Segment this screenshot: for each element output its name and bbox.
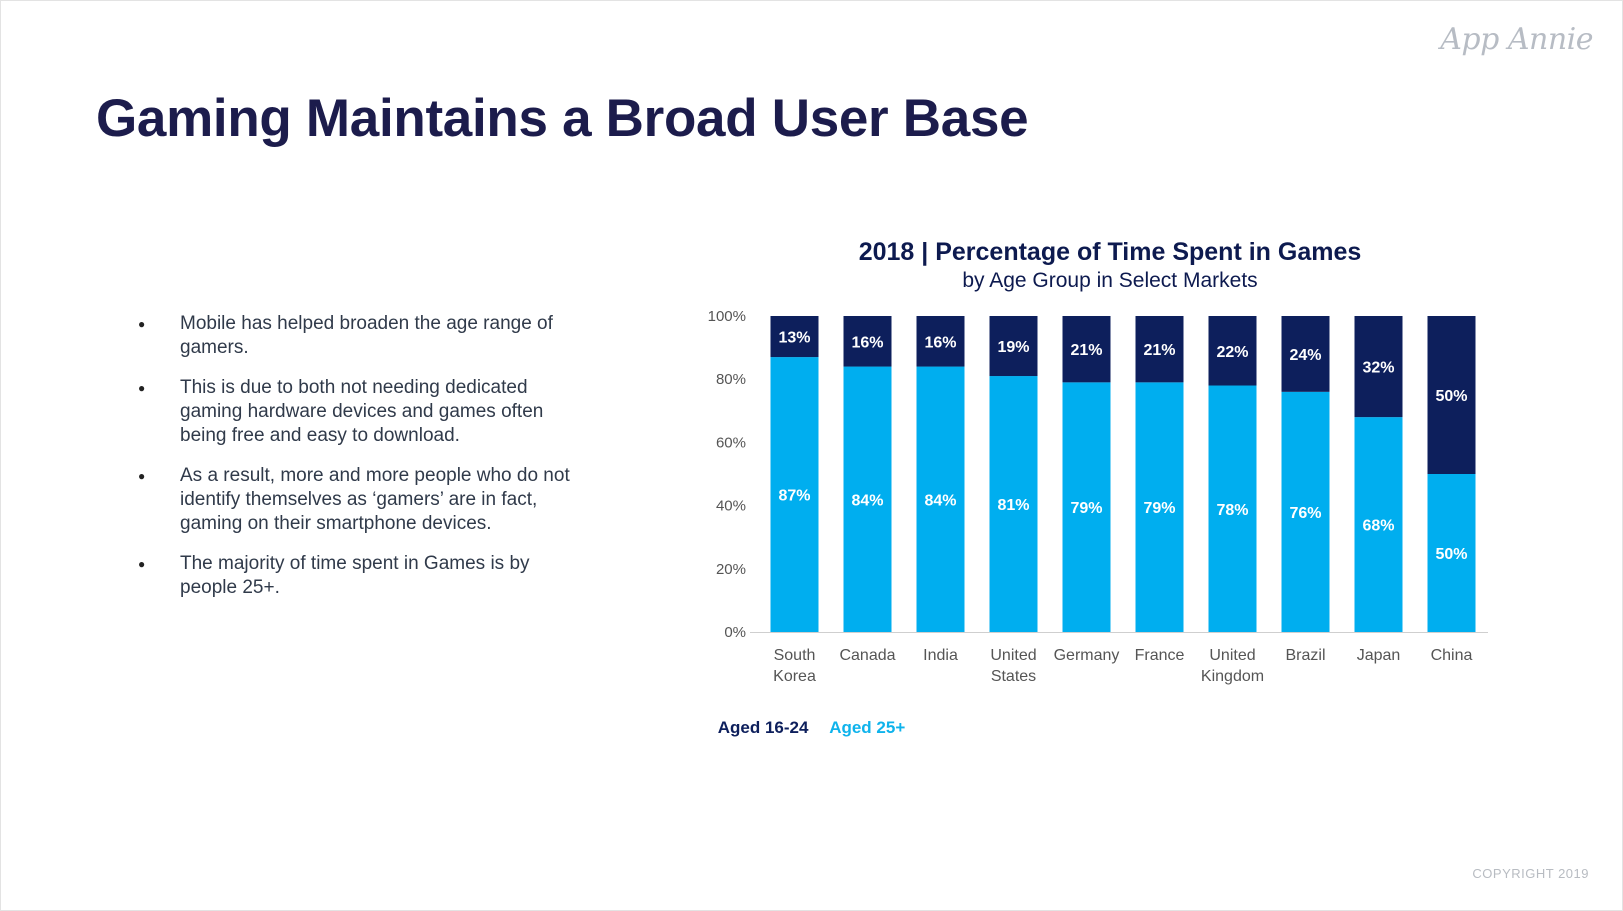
bar-aged-25-plus [1135, 382, 1184, 632]
bullet-item: Mobile has helped broaden the age range … [138, 312, 578, 360]
x-tick-label: China [1431, 647, 1473, 664]
bar-aged-25-plus [770, 357, 819, 632]
legend-entry-aged-25-plus: Aged 25+ [829, 718, 906, 737]
x-tick-label: Brazil [1285, 647, 1325, 664]
data-label-aged-16-24: 13% [778, 330, 810, 347]
bar-aged-25-plus [1281, 391, 1330, 632]
data-label-aged-16-24: 16% [851, 334, 883, 351]
bar-aged-25-plus [1427, 474, 1476, 632]
x-tick-label: France [1135, 647, 1185, 664]
bar-aged-16-24 [1354, 316, 1403, 418]
data-label-aged-25-plus: 79% [1143, 500, 1175, 517]
bullet-list: Mobile has helped broaden the age range … [138, 312, 578, 616]
data-label-aged-25-plus: 79% [1070, 500, 1102, 517]
chart-title: 2018 | Percentage of Time Spent in Games [858, 238, 1362, 266]
bar-aged-16-24 [1062, 316, 1111, 383]
slide-title: Gaming Maintains a Broad User Base [96, 89, 1029, 148]
x-tick-label: Germany [1054, 647, 1120, 664]
bullet-item: As a result, more and more people who do… [138, 464, 578, 536]
bar-aged-16-24 [989, 316, 1038, 377]
data-label-aged-16-24: 21% [1143, 342, 1175, 359]
bar-aged-16-24 [1135, 316, 1184, 383]
bar-aged-16-24 [916, 316, 965, 367]
bar-aged-16-24 [1427, 316, 1476, 474]
data-label-aged-16-24: 22% [1216, 344, 1248, 361]
data-label-aged-16-24: 16% [924, 334, 956, 351]
data-label-aged-25-plus: 50% [1435, 546, 1467, 563]
bar-aged-25-plus [916, 366, 965, 632]
y-tick-label: 100% [708, 308, 746, 325]
data-label-aged-25-plus: 78% [1216, 502, 1248, 519]
bar-aged-25-plus [1208, 385, 1257, 632]
chart-subtitle: by Age Group in Select Markets [962, 269, 1258, 292]
data-label-aged-25-plus: 84% [924, 492, 956, 509]
bar-aged-16-24 [843, 316, 892, 367]
data-label-aged-25-plus: 76% [1289, 505, 1321, 522]
y-tick-label: 60% [716, 434, 746, 451]
bar-aged-16-24 [770, 316, 819, 358]
x-tick-label: Japan [1357, 647, 1401, 664]
bar-aged-25-plus [1354, 417, 1403, 632]
bar-aged-25-plus [843, 366, 892, 632]
bar-aged-25-plus [989, 376, 1038, 632]
bar-aged-16-24 [1281, 316, 1330, 392]
y-tick-label: 20% [716, 561, 746, 578]
data-label-aged-25-plus: 68% [1362, 518, 1394, 535]
y-tick-label: 0% [724, 624, 746, 641]
bullet-item: This is due to both not needing dedicate… [138, 376, 578, 448]
copyright-notice: COPYRIGHT 2019 [1472, 866, 1589, 881]
data-label-aged-25-plus: 84% [851, 492, 883, 509]
data-label-aged-16-24: 19% [997, 339, 1029, 356]
chart-legend: Aged 16-24 Aged 25+ [0, 718, 1623, 738]
x-tick-label: South Korea [773, 647, 816, 685]
data-label-aged-16-24: 32% [1362, 360, 1394, 377]
data-label-aged-25-plus: 87% [778, 488, 810, 505]
x-tick-label: Canada [839, 647, 895, 664]
brand-logo: App Annie [1440, 22, 1593, 57]
bullet-item: The majority of time spent in Games is b… [138, 552, 578, 600]
y-tick-label: 80% [716, 371, 746, 388]
data-label-aged-16-24: 24% [1289, 347, 1321, 364]
legend-entry-aged-16-24: Aged 16-24 [717, 718, 809, 737]
x-tick-label: United States [990, 647, 1036, 685]
bar-aged-16-24 [1208, 316, 1257, 386]
bar-aged-25-plus [1062, 382, 1111, 632]
x-tick-label: India [923, 647, 958, 664]
x-tick-label: United Kingdom [1201, 647, 1264, 685]
data-label-aged-16-24: 21% [1070, 342, 1102, 359]
y-tick-label: 40% [716, 498, 746, 515]
data-label-aged-16-24: 50% [1435, 388, 1467, 405]
data-label-aged-25-plus: 81% [997, 497, 1029, 514]
